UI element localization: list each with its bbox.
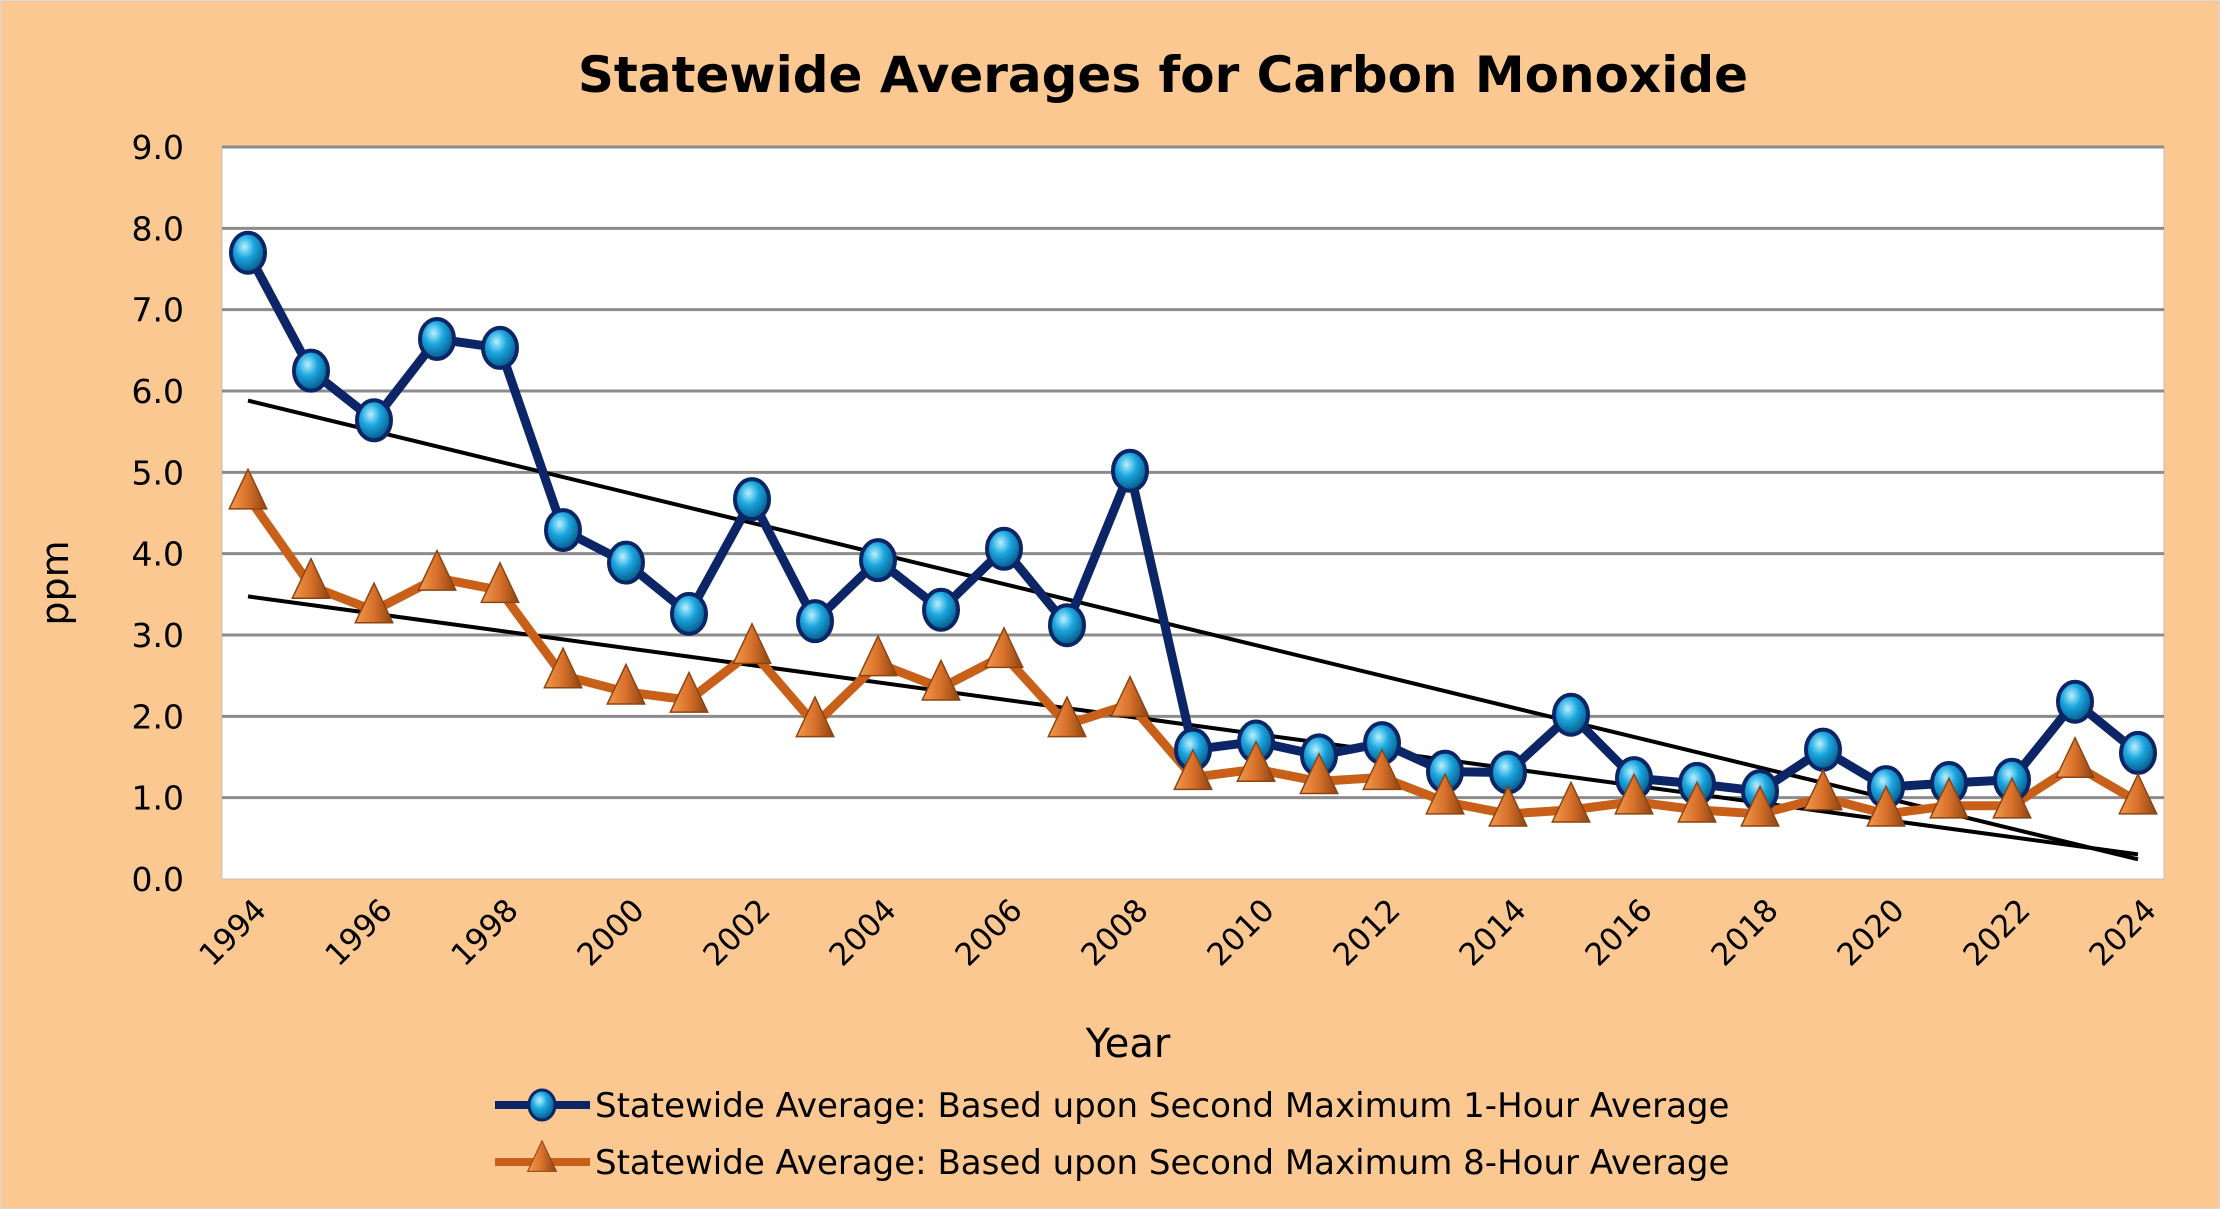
legend-label: Statewide Average: Based upon Second Max… (595, 1143, 1729, 1183)
y-tick-label: 6.0 (132, 372, 184, 411)
x-axis-label: Year (1085, 1021, 1171, 1067)
data-point-8hr (543, 646, 583, 689)
data-point-1hr (859, 538, 897, 583)
x-tick-label: 1994 (192, 892, 273, 973)
x-tick-label: 2002 (696, 892, 777, 973)
legend: Statewide Average: Based upon Second Max… (495, 1086, 1729, 1183)
legend-marker-circle (527, 1088, 557, 1122)
data-point-1hr (922, 587, 960, 632)
data-point-1hr (607, 540, 645, 585)
y-tick-label: 0.0 (132, 860, 184, 899)
data-point-1hr (985, 526, 1023, 571)
data-point-8hr (1803, 768, 1843, 811)
data-point-8hr (921, 658, 961, 701)
data-point-8hr (1614, 772, 1654, 815)
data-point-1hr (796, 599, 834, 644)
data-point-8hr (291, 556, 331, 600)
data-point-1hr (2056, 679, 2094, 724)
data-point-1hr (481, 325, 519, 370)
trendline (247, 594, 2139, 857)
data-point-1hr (1804, 727, 1842, 772)
data-point-8hr (228, 467, 268, 510)
data-point-8hr (1488, 784, 1528, 827)
data-point-8hr (1110, 674, 1150, 717)
data-point-1hr (229, 230, 267, 275)
data-point-1hr (418, 316, 456, 361)
data-point-1hr (1111, 448, 1149, 493)
data-point-1hr (544, 508, 582, 553)
data-point-8hr (480, 561, 520, 604)
data-point-8hr (1929, 776, 1969, 819)
data-point-8hr (354, 581, 394, 624)
x-tick-label: 2016 (1578, 892, 1659, 973)
data-point-8hr (1362, 748, 1402, 791)
data-point-8hr (2118, 772, 2158, 815)
data-point-8hr (606, 662, 646, 705)
y-tick-label: 5.0 (132, 453, 184, 492)
data-point-8hr (1425, 772, 1465, 815)
data-point-8hr (417, 548, 457, 591)
y-tick-label: 7.0 (132, 291, 184, 330)
data-point-8hr (2055, 735, 2095, 778)
legend-label: Statewide Average: Based upon Second Max… (595, 1086, 1729, 1126)
x-tick-label: 1996 (318, 892, 399, 973)
data-point-8hr (1173, 748, 1213, 791)
x-tick-label: 2006 (948, 892, 1029, 973)
x-tick-label: 2018 (1704, 892, 1785, 973)
data-point-8hr (1992, 776, 2032, 819)
data-point-8hr (1299, 752, 1339, 795)
x-tick-label: 2008 (1074, 892, 1155, 973)
data-point-1hr (670, 591, 708, 636)
y-tick-label: 1.0 (132, 779, 184, 818)
x-tick-label: 2012 (1326, 892, 1407, 973)
x-tick-label: 2004 (822, 892, 903, 973)
legend-marker-triangle (526, 1139, 558, 1172)
data-point-8hr (795, 695, 835, 738)
y-tick-label: 9.0 (132, 128, 184, 167)
data-point-1hr (2119, 730, 2157, 775)
data-point-8hr (1677, 780, 1717, 823)
data-point-1hr (733, 477, 771, 522)
x-tick-label: 2024 (2082, 892, 2163, 973)
x-tick-label: 2020 (1830, 892, 1911, 973)
y-tick-label: 2.0 (132, 697, 184, 736)
data-point-8hr (1551, 780, 1591, 823)
data-point-8hr (984, 626, 1024, 669)
y-tick-label: 4.0 (132, 535, 184, 574)
data-point-8hr (1866, 784, 1906, 827)
data-point-8hr (1047, 695, 1087, 738)
x-tick-label: 1998 (444, 892, 525, 973)
data-point-8hr (1740, 784, 1780, 827)
data-point-8hr (1236, 739, 1276, 783)
x-tick-label: 2022 (1956, 892, 2037, 973)
y-axis-label: ppm (33, 540, 77, 625)
y-tick-label: 8.0 (132, 209, 184, 248)
x-tick-label: 2010 (1200, 892, 1281, 973)
data-point-1hr (355, 398, 393, 443)
x-tick-label: 2000 (570, 892, 651, 973)
data-point-8hr (732, 622, 772, 665)
data-point-1hr (1048, 603, 1086, 648)
data-point-1hr (292, 348, 330, 393)
data-point-8hr (669, 670, 709, 713)
x-tick-label: 2014 (1452, 892, 1533, 973)
chart-title: Statewide Averages for Carbon Monoxide (578, 46, 1748, 104)
data-point-8hr (858, 634, 898, 677)
data-point-1hr (1552, 692, 1590, 737)
y-tick-label: 3.0 (132, 616, 184, 655)
